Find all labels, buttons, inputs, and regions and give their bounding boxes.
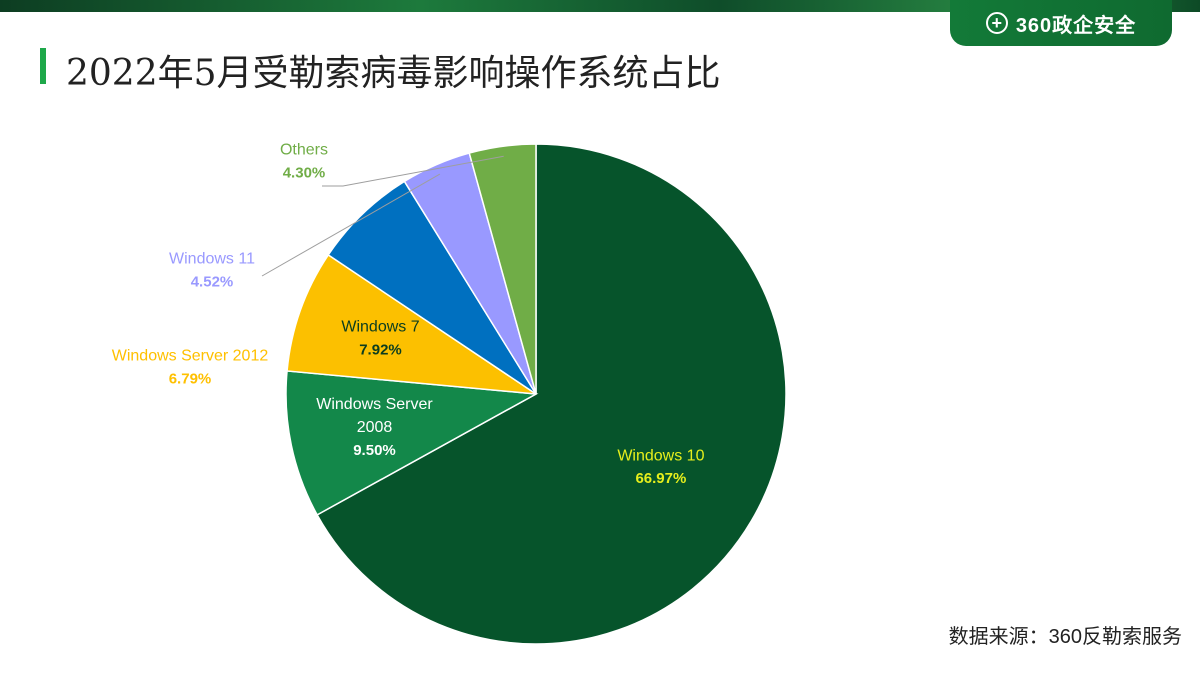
slice-name-label-others: Others xyxy=(280,142,328,159)
slice-value-label-windows-11: 4.52% xyxy=(191,273,234,290)
slice-value-label-windows-7: 7.92% xyxy=(359,341,402,358)
pie-slice-windows-server-2012 xyxy=(327,180,537,395)
slice-name-label-windows-10: Windows 10 xyxy=(617,447,704,464)
page-title: 2022年5月受勒索病毒影响操作系统占比 xyxy=(66,53,721,94)
brand-logo: + 360政企安全 xyxy=(950,0,1172,46)
slice-name-label-windows-server-2008: 2008 xyxy=(357,419,393,436)
slice-value-label-windows-server-2008: 9.50% xyxy=(353,442,396,459)
slice-name-label-windows-server-2008: Windows Server xyxy=(316,396,433,413)
brand-name: 360政企安全 xyxy=(1015,14,1137,37)
title-accent-bar xyxy=(40,48,46,84)
slice-value-label-windows-10: 66.97% xyxy=(635,470,686,487)
slice-name-label-windows-11: Windows 11 xyxy=(169,251,255,268)
pie-slices xyxy=(285,143,787,645)
slice-value-label-others: 4.30% xyxy=(283,164,326,181)
slice-name-label-windows-7: Windows 7 xyxy=(341,319,419,336)
leader-line-others xyxy=(322,155,504,187)
data-source-note: 数据来源：360反勒索服务 xyxy=(948,626,1182,648)
slice-value-label-windows-server-2012: 6.79% xyxy=(169,370,212,387)
pie-slice-others xyxy=(468,143,537,395)
pie-slice-windows-server-2008 xyxy=(285,370,539,516)
pie-slice-windows-10 xyxy=(316,143,787,645)
pie-labels: Windows 10 66.97% Windows Server 2008 9.50% W… xyxy=(112,142,705,487)
slice-name-label-windows-server-2012: Windows Server 2012 xyxy=(112,348,269,365)
leader-line-windows-11 xyxy=(261,173,441,277)
pie-slice-windows-7 xyxy=(286,253,537,395)
plus-circle-icon: + xyxy=(985,12,1008,34)
top-decorative-band xyxy=(0,0,1200,12)
